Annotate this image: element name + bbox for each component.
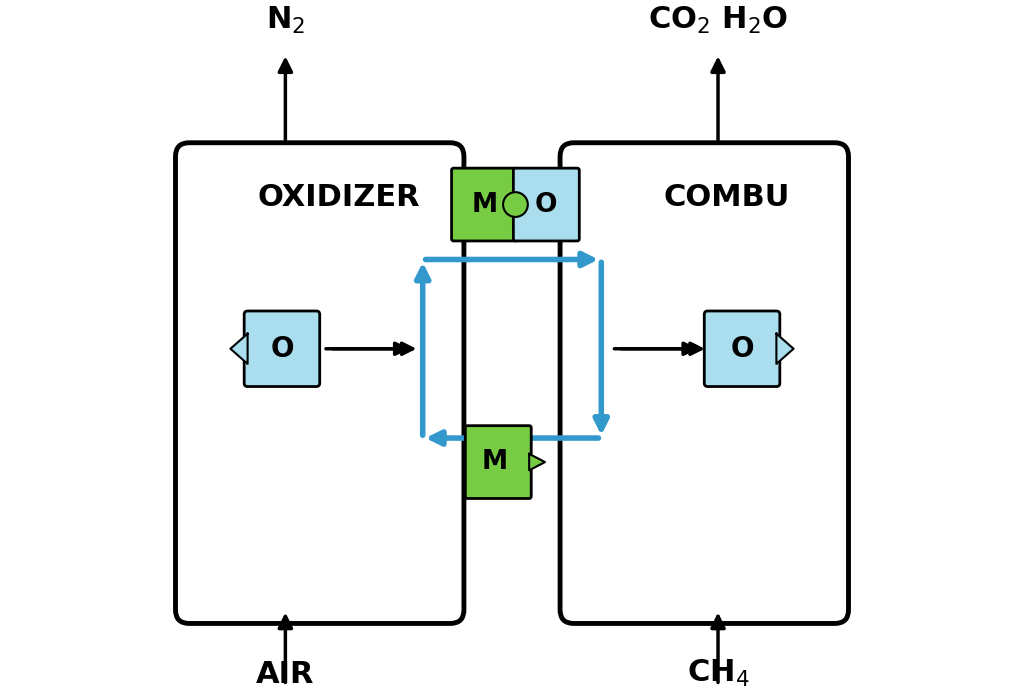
Text: COMBU: COMBU [664, 183, 790, 212]
FancyBboxPatch shape [705, 311, 780, 387]
FancyBboxPatch shape [244, 311, 319, 387]
Text: CO$_2$ H$_2$O: CO$_2$ H$_2$O [648, 5, 788, 36]
Text: O: O [730, 335, 754, 363]
Text: N$_2$: N$_2$ [265, 5, 305, 36]
Text: OXIDIZER: OXIDIZER [258, 183, 421, 212]
Circle shape [503, 192, 527, 217]
Polygon shape [230, 333, 248, 364]
Polygon shape [529, 454, 545, 470]
Polygon shape [776, 333, 794, 364]
FancyBboxPatch shape [452, 168, 517, 241]
Text: O: O [270, 335, 294, 363]
FancyBboxPatch shape [175, 143, 464, 624]
Text: O: O [536, 192, 558, 217]
Text: M: M [471, 192, 498, 217]
Text: M: M [481, 449, 508, 475]
Text: CH$_4$: CH$_4$ [687, 658, 750, 689]
Text: AIR: AIR [256, 660, 314, 689]
FancyBboxPatch shape [513, 168, 580, 241]
FancyBboxPatch shape [560, 143, 849, 624]
FancyBboxPatch shape [465, 426, 531, 498]
